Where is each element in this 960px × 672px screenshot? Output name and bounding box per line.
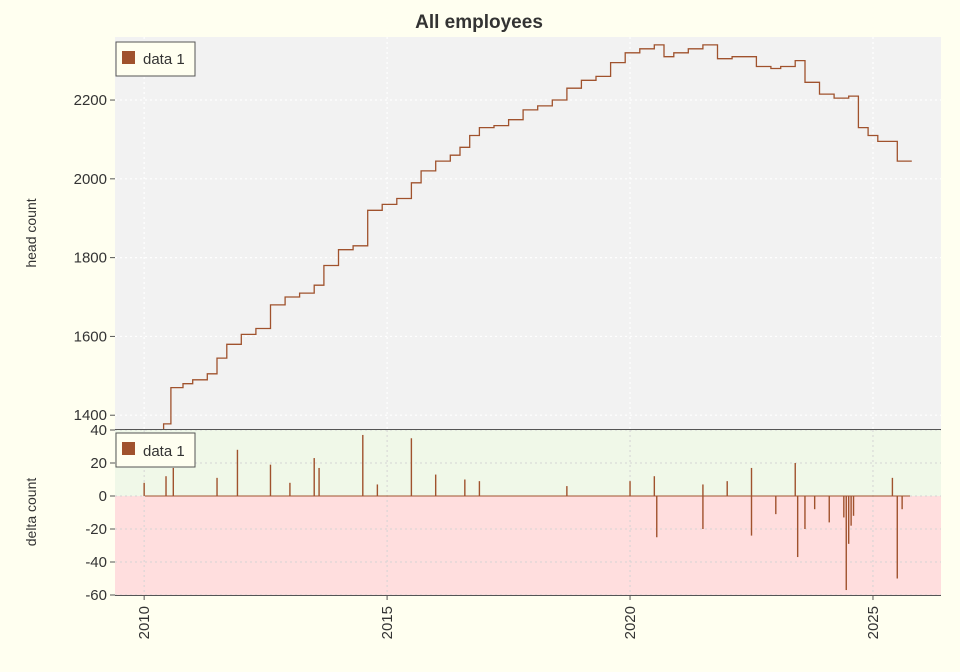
y-tick-label: 1800 bbox=[74, 250, 107, 267]
delta-count-y-ticks: -60 -40 -20 0 20 40 bbox=[85, 422, 115, 604]
x-axis-ticks: 2010 2015 2020 2025 bbox=[136, 595, 882, 639]
x-tick-label: 2020 bbox=[622, 606, 639, 639]
head-count-plot-bg bbox=[115, 37, 941, 429]
delta-positive-bg bbox=[115, 430, 941, 496]
head-count-panel: 1400 1600 1800 2000 2200 head count data 1 bbox=[23, 37, 941, 434]
x-tick-label: 2010 bbox=[136, 606, 153, 639]
head-count-y-ticks: 1400 1600 1800 2000 2200 bbox=[74, 92, 115, 424]
y-tick-label: 40 bbox=[90, 422, 107, 439]
x-tick-label: 2025 bbox=[865, 606, 882, 639]
y-tick-label: 2000 bbox=[74, 171, 107, 188]
legend-swatch bbox=[122, 51, 135, 64]
delta-count-legend: data 1 bbox=[115, 432, 196, 468]
head-count-legend: data 1 bbox=[115, 41, 196, 77]
legend-label: data 1 bbox=[143, 443, 185, 460]
y-tick-label: -40 bbox=[85, 554, 107, 571]
y-tick-label: 1600 bbox=[74, 328, 107, 345]
delta-negative-bg bbox=[115, 496, 941, 595]
chart-title: All employees bbox=[415, 12, 543, 33]
y-tick-label: 1400 bbox=[74, 407, 107, 424]
head-count-axis-label: head count bbox=[23, 198, 39, 267]
y-tick-label: 0 bbox=[99, 488, 107, 505]
head-count-series bbox=[144, 44, 912, 434]
legend-swatch bbox=[122, 442, 135, 455]
delta-count-series bbox=[143, 434, 903, 591]
y-tick-label: 2200 bbox=[74, 92, 107, 109]
head-count-grid bbox=[115, 37, 941, 429]
delta-count-axis-label: delta count bbox=[23, 478, 39, 547]
x-tick-label: 2015 bbox=[379, 606, 396, 639]
delta-count-panel: -60 -40 -20 0 20 40 delta count data 1 bbox=[23, 422, 941, 604]
y-tick-label: 20 bbox=[90, 455, 107, 472]
y-tick-label: -60 bbox=[85, 587, 107, 604]
legend-label: data 1 bbox=[143, 51, 185, 68]
head-count-line bbox=[144, 44, 912, 434]
y-tick-label: -20 bbox=[85, 521, 107, 538]
